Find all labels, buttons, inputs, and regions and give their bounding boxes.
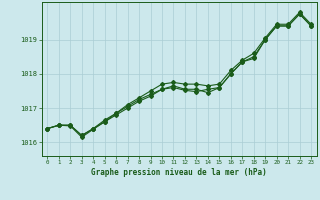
X-axis label: Graphe pression niveau de la mer (hPa): Graphe pression niveau de la mer (hPa) (91, 168, 267, 177)
